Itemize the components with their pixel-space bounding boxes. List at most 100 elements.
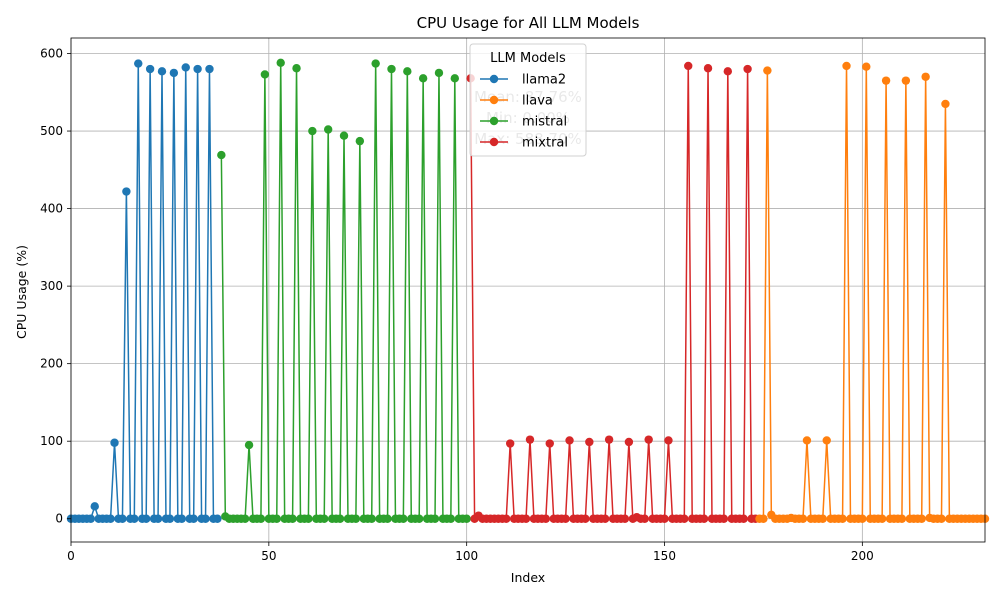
data-point-mistral: [339, 131, 349, 140]
data-point-llama2: [201, 514, 210, 523]
data-point-llava: [858, 514, 867, 523]
legend-label-mixtral: mixtral: [522, 136, 568, 151]
data-point-mixtral: [664, 436, 673, 445]
data-point-mixtral: [505, 439, 515, 448]
data-point-llava: [941, 99, 950, 109]
x-tick-label: 100: [455, 549, 478, 563]
data-point-llama2: [86, 514, 95, 523]
data-point-llama2: [177, 514, 186, 523]
data-point-llava: [838, 514, 847, 523]
data-point-llava: [822, 436, 831, 445]
data-point-mixtral: [644, 435, 653, 444]
series-llama2: [66, 59, 222, 523]
data-point-llama2: [145, 64, 155, 74]
data-point-llava: [921, 72, 930, 81]
data-point-mistral: [260, 70, 270, 79]
x-tick-label: 50: [261, 549, 276, 563]
data-point-mixtral: [703, 64, 713, 73]
y-tick-label: 400: [40, 202, 63, 216]
legend-marker-mistral: [489, 116, 499, 126]
data-point-llama2: [181, 63, 190, 72]
x-tick-label: 0: [67, 549, 75, 563]
data-point-mistral: [367, 514, 376, 523]
data-point-llama2: [110, 438, 119, 447]
data-point-mistral: [418, 74, 428, 83]
data-point-mixtral: [545, 439, 554, 448]
data-point-llava: [881, 76, 891, 85]
legend-marker-llama2: [489, 74, 499, 84]
series-mixtral: [466, 61, 760, 523]
data-point-mistral: [355, 136, 365, 146]
data-point-mistral: [256, 514, 266, 523]
series-lines: [66, 58, 990, 523]
legend-label-llama2: llama2: [522, 73, 566, 88]
data-point-mistral: [217, 150, 226, 160]
x-tick-label: 150: [653, 549, 676, 563]
legend-title: LLM Models: [490, 51, 566, 66]
y-tick-label: 0: [55, 512, 63, 526]
data-point-llava: [842, 61, 851, 71]
data-point-llama2: [122, 187, 131, 196]
data-point-mistral: [240, 514, 250, 523]
data-point-mixtral: [600, 514, 610, 523]
data-point-mistral: [323, 125, 333, 134]
data-point-mistral: [450, 74, 459, 83]
data-point-llama2: [193, 64, 202, 74]
data-point-llama2: [205, 64, 214, 74]
data-point-mistral: [399, 514, 408, 523]
data-point-mistral: [292, 64, 301, 73]
data-point-llava: [897, 514, 907, 523]
data-point-llama2: [165, 514, 175, 523]
data-point-mixtral: [541, 514, 551, 523]
data-point-llama2: [134, 59, 143, 68]
data-point-llama2: [141, 514, 151, 523]
legend-box: [469, 43, 587, 157]
data-point-mistral: [320, 514, 329, 523]
data-point-mixtral: [743, 64, 752, 74]
data-point-mixtral: [723, 67, 733, 76]
series-mistral: [217, 58, 471, 523]
data-point-mistral: [414, 514, 424, 523]
legend-label-mistral: mistral: [522, 115, 567, 130]
data-point-llama2: [153, 514, 163, 523]
data-point-llava: [818, 514, 827, 523]
data-point-llava: [798, 514, 808, 523]
data-point-llama2: [130, 514, 139, 523]
data-point-llava: [759, 514, 768, 523]
data-point-mistral: [335, 514, 345, 523]
data-point-mixtral: [620, 514, 630, 523]
axis-ticks: 0 50 100 150 200 0 100 200 300 400 500 600: [40, 47, 874, 563]
data-point-mixtral: [565, 436, 574, 445]
data-point-mixtral: [640, 514, 649, 523]
x-tick-label: 200: [851, 549, 874, 563]
data-point-mistral: [288, 514, 297, 523]
data-point-mistral: [351, 514, 361, 523]
data-point-mixtral: [684, 61, 693, 71]
data-point-llama2: [213, 514, 222, 523]
y-tick-label: 100: [40, 434, 63, 448]
legend-label-llava: llava: [522, 94, 553, 109]
data-point-llama2: [189, 514, 198, 523]
data-point-mistral: [403, 67, 412, 76]
data-point-mistral: [430, 514, 440, 523]
data-point-mistral: [304, 514, 313, 523]
x-axis-label: Index: [511, 570, 545, 585]
data-point-mixtral: [660, 514, 669, 523]
data-point-mistral: [244, 440, 254, 450]
data-point-llava: [763, 66, 772, 75]
data-point-mistral: [446, 514, 456, 523]
data-point-llama2: [118, 514, 127, 523]
data-point-mixtral: [581, 514, 590, 523]
y-tick-label: 200: [40, 357, 63, 371]
data-point-mistral: [434, 68, 444, 78]
data-point-mixtral: [739, 514, 748, 523]
legend-marker-llava: [489, 95, 499, 105]
data-point-mistral: [371, 59, 380, 68]
y-tick-label: 600: [40, 47, 63, 61]
data-point-mixtral: [525, 435, 535, 444]
data-point-mixtral: [624, 437, 634, 447]
data-point-mistral: [308, 126, 317, 136]
data-point-mixtral: [561, 514, 570, 523]
data-point-mixtral: [719, 514, 729, 523]
chart-title: CPU Usage for All LLM Models: [417, 14, 640, 32]
